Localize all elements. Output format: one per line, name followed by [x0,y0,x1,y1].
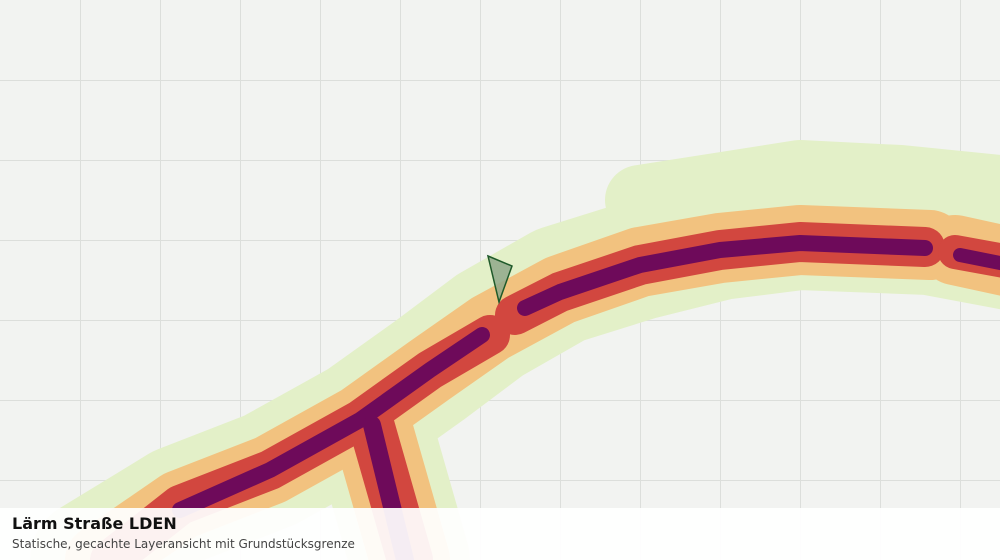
parcel-boundary [486,254,513,305]
layer-subtitle: Statische, gecachte Layeransicht mit Gru… [12,537,355,551]
legend-panel: Lärm Straße LDEN Statische, gecachte Lay… [0,508,1000,560]
noise-band-max [953,248,1000,271]
noise-band-max [172,235,933,518]
layer-title: Lärm Straße LDEN [12,514,177,533]
noise-band-low [605,140,1000,235]
noise-layer [30,140,1000,560]
